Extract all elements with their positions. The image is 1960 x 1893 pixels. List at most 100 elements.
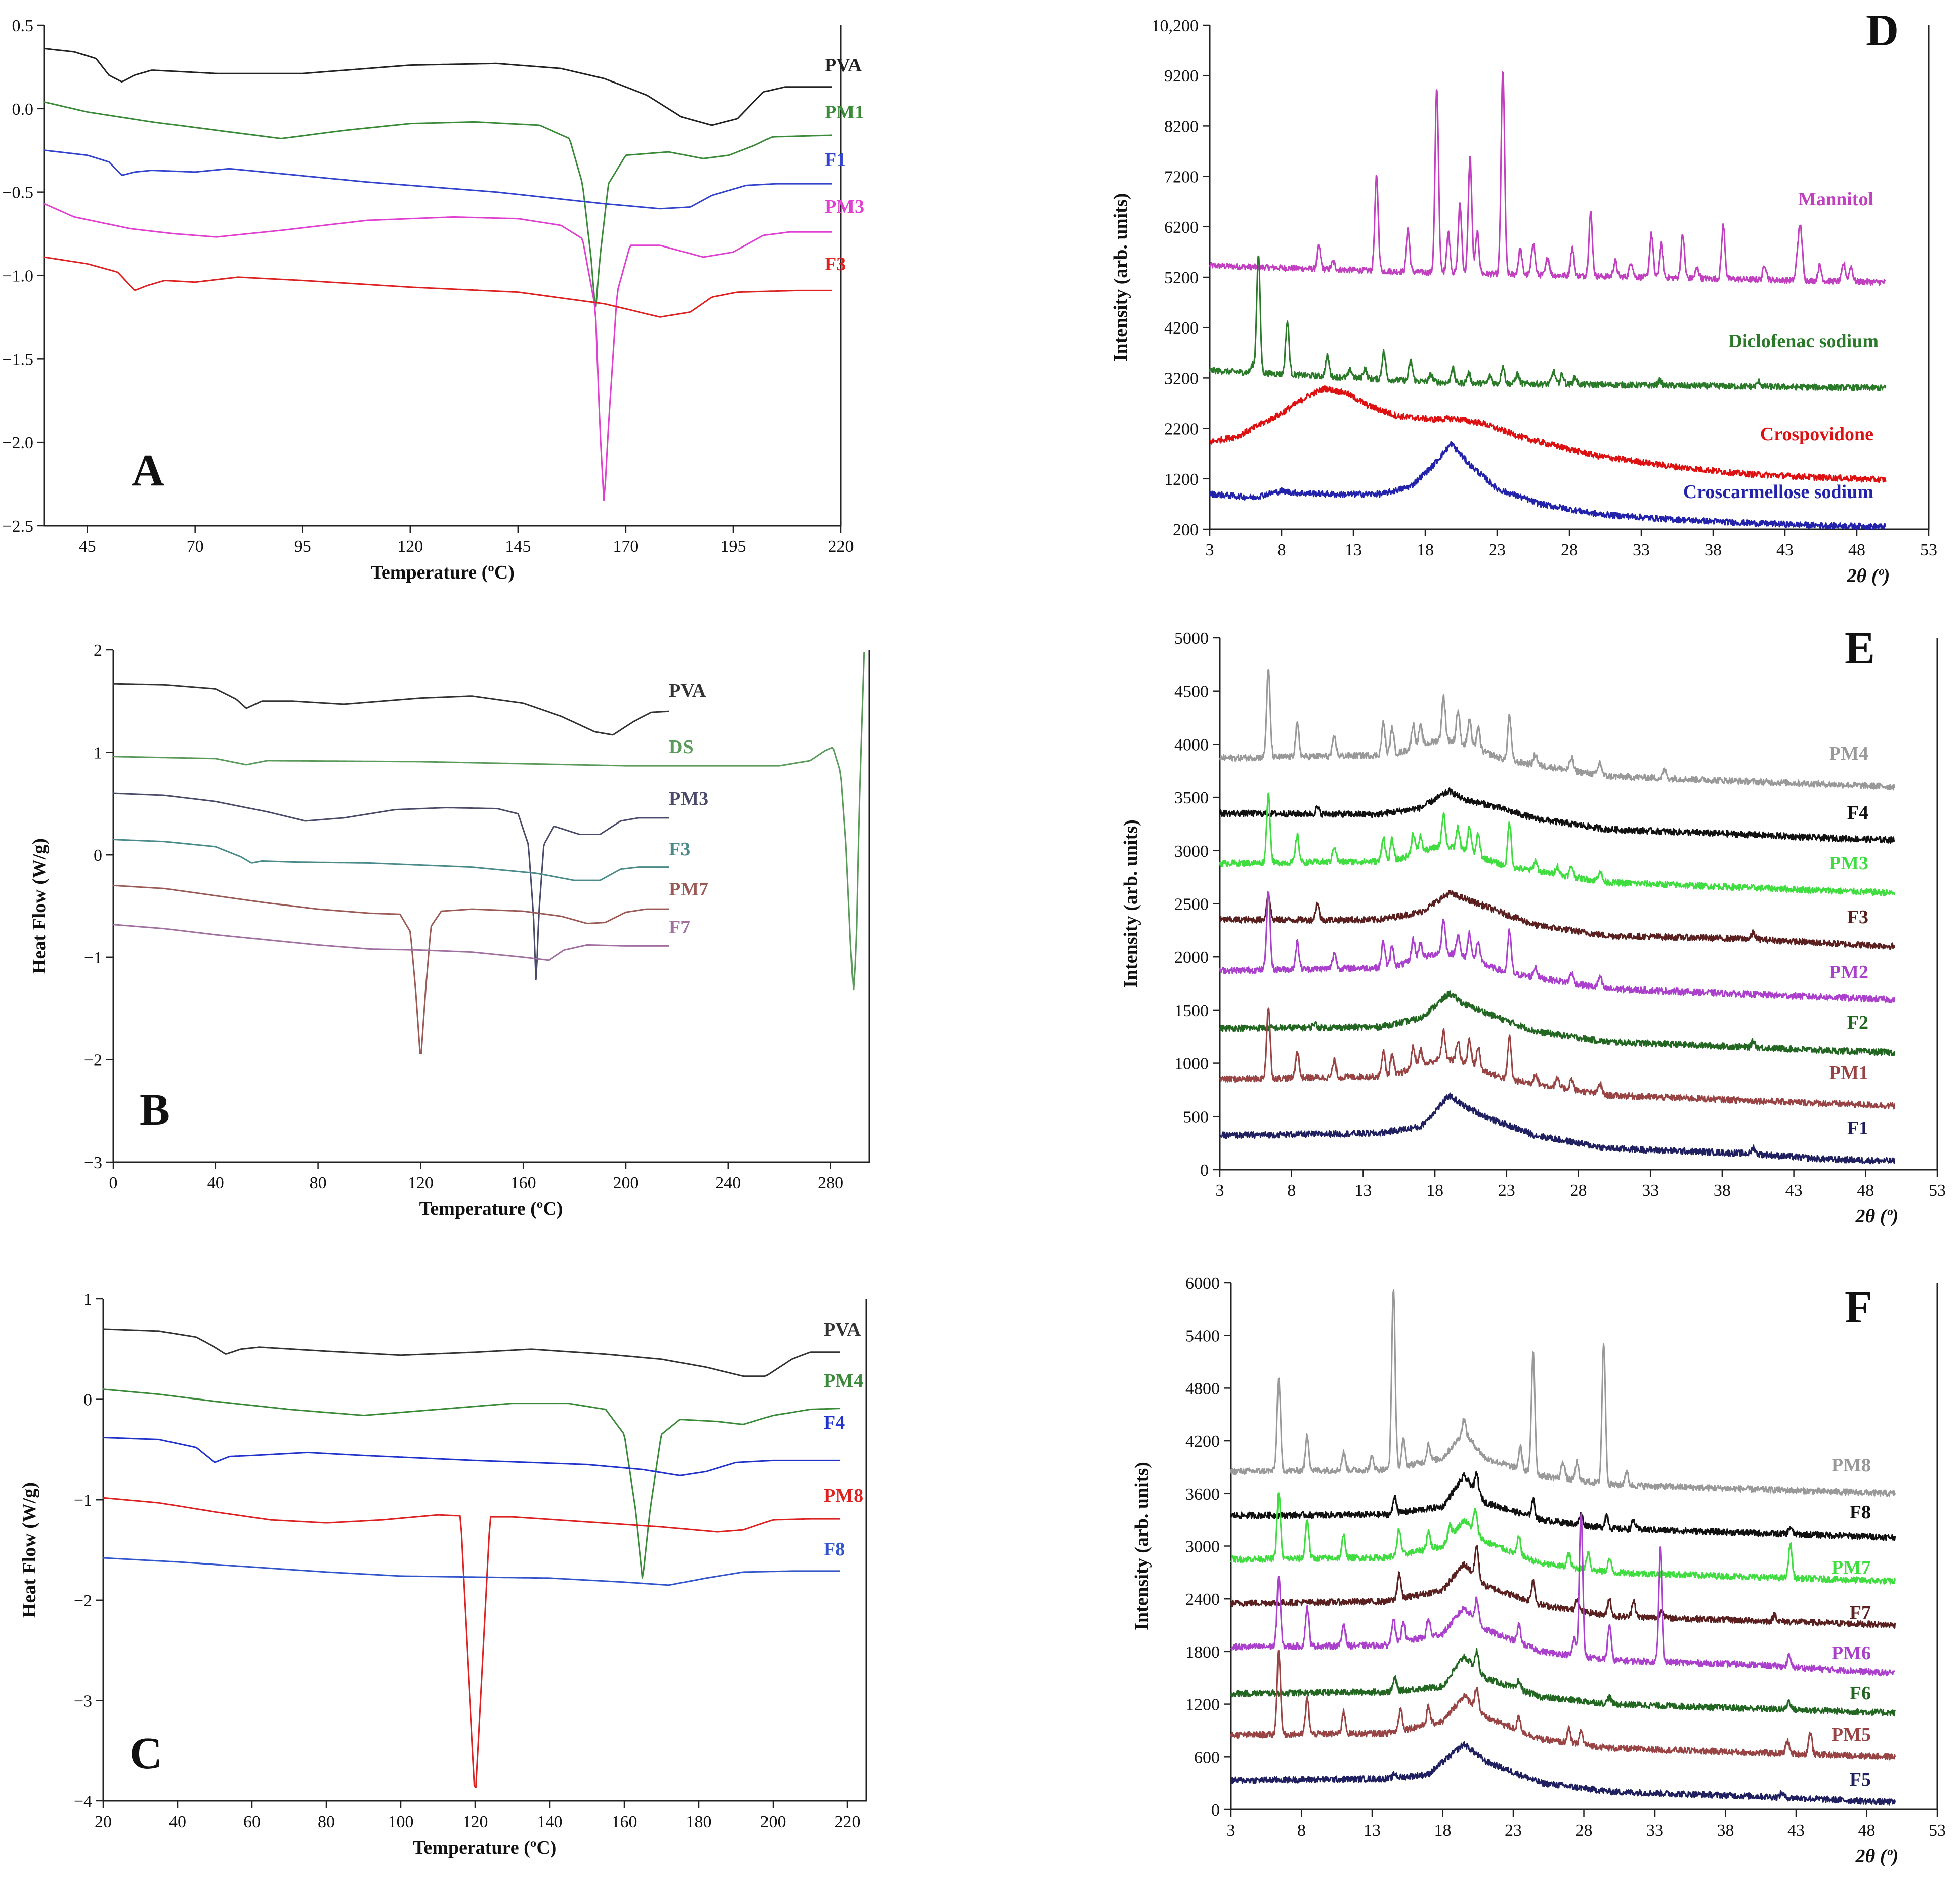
x-tick-label: 33: [1633, 541, 1650, 559]
series-label: F8: [824, 1539, 845, 1560]
y-tick-label: 2200: [1164, 420, 1199, 439]
x-tick-label: 3: [1216, 1181, 1224, 1200]
series-line-f5: [1230, 1741, 1896, 1806]
y-tick-label: 3200: [1164, 369, 1199, 388]
x-tick-label: 20: [95, 1813, 112, 1831]
series-label: PVA: [669, 680, 706, 701]
series-line-f1: [1219, 1092, 1895, 1165]
y-tick-label: 1500: [1174, 1002, 1209, 1020]
x-tick-label: 43: [1776, 541, 1794, 559]
series-line-pm4: [103, 1388, 840, 1579]
y-tick-label: 4200: [1164, 319, 1199, 338]
y-tick-label: −1.0: [2, 267, 33, 286]
x-tick-label: 43: [1785, 1181, 1803, 1200]
series-label: PM6: [1832, 1642, 1871, 1664]
x-axis-label: Temperature (ºC): [419, 1198, 563, 1219]
axis-frame: [102, 1299, 867, 1802]
y-tick-label: 5200: [1164, 269, 1199, 287]
y-tick-label: 4800: [1185, 1379, 1220, 1398]
y-tick-label: −0.5: [2, 184, 33, 202]
x-tick-label: 200: [760, 1813, 786, 1831]
y-tick-label: 0: [83, 1391, 92, 1410]
x-tick-label: 53: [1929, 1181, 1946, 1200]
series-label: PM5: [1832, 1724, 1871, 1745]
series-label: F4: [824, 1412, 845, 1433]
x-tick-label: 120: [408, 1174, 434, 1192]
x-tick-label: 170: [613, 537, 638, 556]
series-line-crospovidone: [1209, 385, 1887, 483]
series-label: Mannitol: [1798, 189, 1873, 210]
series-label: Crospovidone: [1760, 424, 1873, 445]
x-tick-label: 23: [1489, 541, 1506, 559]
y-tick-label: −1: [84, 949, 102, 967]
y-tick-label: 10,200: [1152, 17, 1199, 35]
x-tick-label: 23: [1505, 1821, 1522, 1840]
series-label: PM4: [824, 1370, 863, 1391]
x-axis-label: 2θ (º): [1855, 1206, 1899, 1227]
series-line-pm6: [1230, 1513, 1896, 1677]
series-line-pm3: [113, 792, 669, 980]
x-tick-label: 140: [537, 1813, 563, 1831]
series-label: F1: [1847, 1118, 1868, 1139]
series-line-f8: [1230, 1471, 1896, 1541]
y-tick-label: −2.0: [2, 434, 33, 452]
x-tick-label: 28: [1561, 541, 1578, 559]
y-tick-label: 600: [1194, 1748, 1220, 1767]
y-tick-label: 0.0: [12, 100, 34, 119]
x-tick-label: 120: [463, 1813, 488, 1831]
series-label: F3: [1847, 907, 1868, 928]
x-tick-label: 45: [79, 537, 96, 556]
x-tick-label: 33: [1646, 1821, 1663, 1840]
series-line-pm4: [1219, 669, 1895, 791]
x-tick-label: 60: [243, 1813, 261, 1831]
series-label: PM3: [1829, 853, 1868, 874]
series-line-f1: [44, 149, 832, 210]
y-tick-label: 1: [94, 744, 102, 763]
y-tick-label: −4: [74, 1792, 92, 1811]
series-line-f3: [113, 839, 669, 881]
y-tick-label: 0.5: [12, 17, 34, 35]
x-tick-label: 220: [828, 537, 854, 556]
y-tick-label: 500: [1183, 1108, 1209, 1126]
axis-frame: [1209, 25, 1930, 530]
x-tick-label: 53: [1929, 1821, 1946, 1840]
series-line-pva: [103, 1328, 840, 1377]
x-tick-label: 18: [1426, 1181, 1443, 1200]
x-tick-label: 40: [169, 1813, 186, 1831]
x-tick-label: 18: [1417, 541, 1434, 559]
series-label: F2: [1847, 1012, 1868, 1033]
x-tick-label: 18: [1434, 1821, 1452, 1840]
y-axis-label: Heat Flow (W/g): [19, 1482, 40, 1618]
y-tick-label: −3: [84, 1154, 102, 1172]
x-tick-label: 13: [1345, 541, 1362, 559]
y-tick-label: 2400: [1185, 1590, 1220, 1609]
y-tick-label: −2: [74, 1592, 92, 1610]
panel-label: B: [140, 1085, 170, 1135]
y-tick-label: 1: [83, 1290, 92, 1309]
x-tick-label: 95: [294, 537, 311, 556]
x-tick-label: 8: [1297, 1821, 1306, 1840]
y-tick-label: −2.5: [2, 517, 33, 536]
series-line-mannitol: [1209, 71, 1886, 286]
series-label: PVA: [824, 1319, 861, 1340]
series-label: F7: [1850, 1602, 1871, 1623]
series-line-f4: [1219, 787, 1895, 844]
y-tick-label: 3000: [1174, 842, 1209, 861]
x-tick-label: 38: [1714, 1181, 1731, 1200]
series-line-f3: [1219, 890, 1895, 950]
x-tick-label: 80: [310, 1174, 327, 1192]
y-tick-label: 2000: [1174, 948, 1209, 967]
series-label: F5: [1850, 1769, 1871, 1790]
series-label: F6: [1850, 1683, 1871, 1704]
series-label: PM1: [1829, 1062, 1868, 1084]
y-tick-label: 4200: [1185, 1432, 1220, 1451]
y-tick-label: 8200: [1164, 117, 1199, 136]
series-line-pm2: [1219, 891, 1895, 1003]
series-line-pva: [113, 683, 669, 736]
series-line-f3: [44, 256, 832, 318]
x-axis-label: 2θ (º): [1847, 565, 1890, 587]
x-tick-label: 3: [1227, 1821, 1235, 1840]
y-tick-label: 3600: [1185, 1485, 1220, 1504]
y-tick-label: −1: [74, 1491, 92, 1510]
